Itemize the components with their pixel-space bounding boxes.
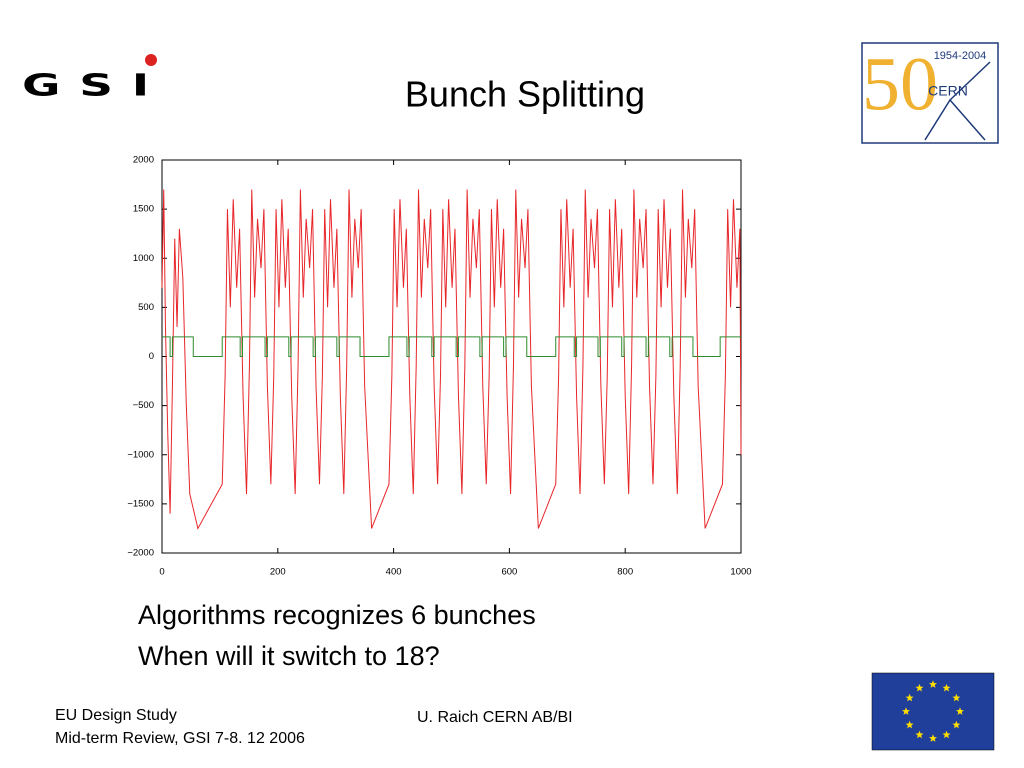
x-tick-label: 800 [617,567,633,578]
eu-star [915,730,924,739]
cern-logo-name: CERN [928,83,968,99]
cern-logo-number: 50 [862,42,938,126]
series-line [162,336,741,357]
y-tick-label: −500 [133,400,154,411]
eu-star [902,707,910,715]
footer-left: Mid-term Review, GSI 7-8. 12 2006 [55,730,305,747]
eu-star [952,693,961,702]
eu-star [915,683,924,692]
y-tick-label: −2000 [127,548,154,559]
y-tick-label: 1000 [133,253,154,264]
eu-star [956,707,964,715]
plot-frame [161,159,742,554]
cern-logo-years: 1954-2004 [934,50,987,62]
eu-star [905,693,914,702]
x-tick-label: 1000 [730,567,751,578]
body-line: Algorithms recognizes 6 bunches [138,600,536,630]
x-tick-label: 200 [270,567,286,578]
y-tick-label: 500 [138,302,154,313]
y-tick-label: −1500 [127,498,154,509]
eu-star [905,720,914,729]
eu-star [952,720,961,729]
footer-center: U. Raich CERN AB/BI [417,709,573,726]
y-tick-label: 0 [149,351,154,362]
y-tick-label: 2000 [133,155,154,166]
plot: 0 200 400 600 800 1000 −2000 −1500 −1000 −500 0 500… [127,155,751,578]
slide-title: Bunch Splitting [405,74,645,115]
gsi-logo-dot [145,54,157,66]
y-tick-label: −1000 [127,449,154,460]
eu-star [929,734,937,742]
eu-star [942,683,951,692]
cern-logo-lines [924,61,991,141]
x-tick-label: 400 [386,567,402,578]
gsi-logo: GSI [22,69,168,104]
footer-left: EU Design Study [55,707,177,724]
x-tick-label: 600 [501,567,517,578]
eu-stars [902,680,964,742]
cern-logo-frame [861,42,999,144]
eu-star [942,730,951,739]
eu-star [929,680,937,688]
y-tick-label: 1500 [133,204,154,215]
x-tick-label: 0 [159,567,164,578]
body-line: When will it switch to 18? [138,641,440,671]
